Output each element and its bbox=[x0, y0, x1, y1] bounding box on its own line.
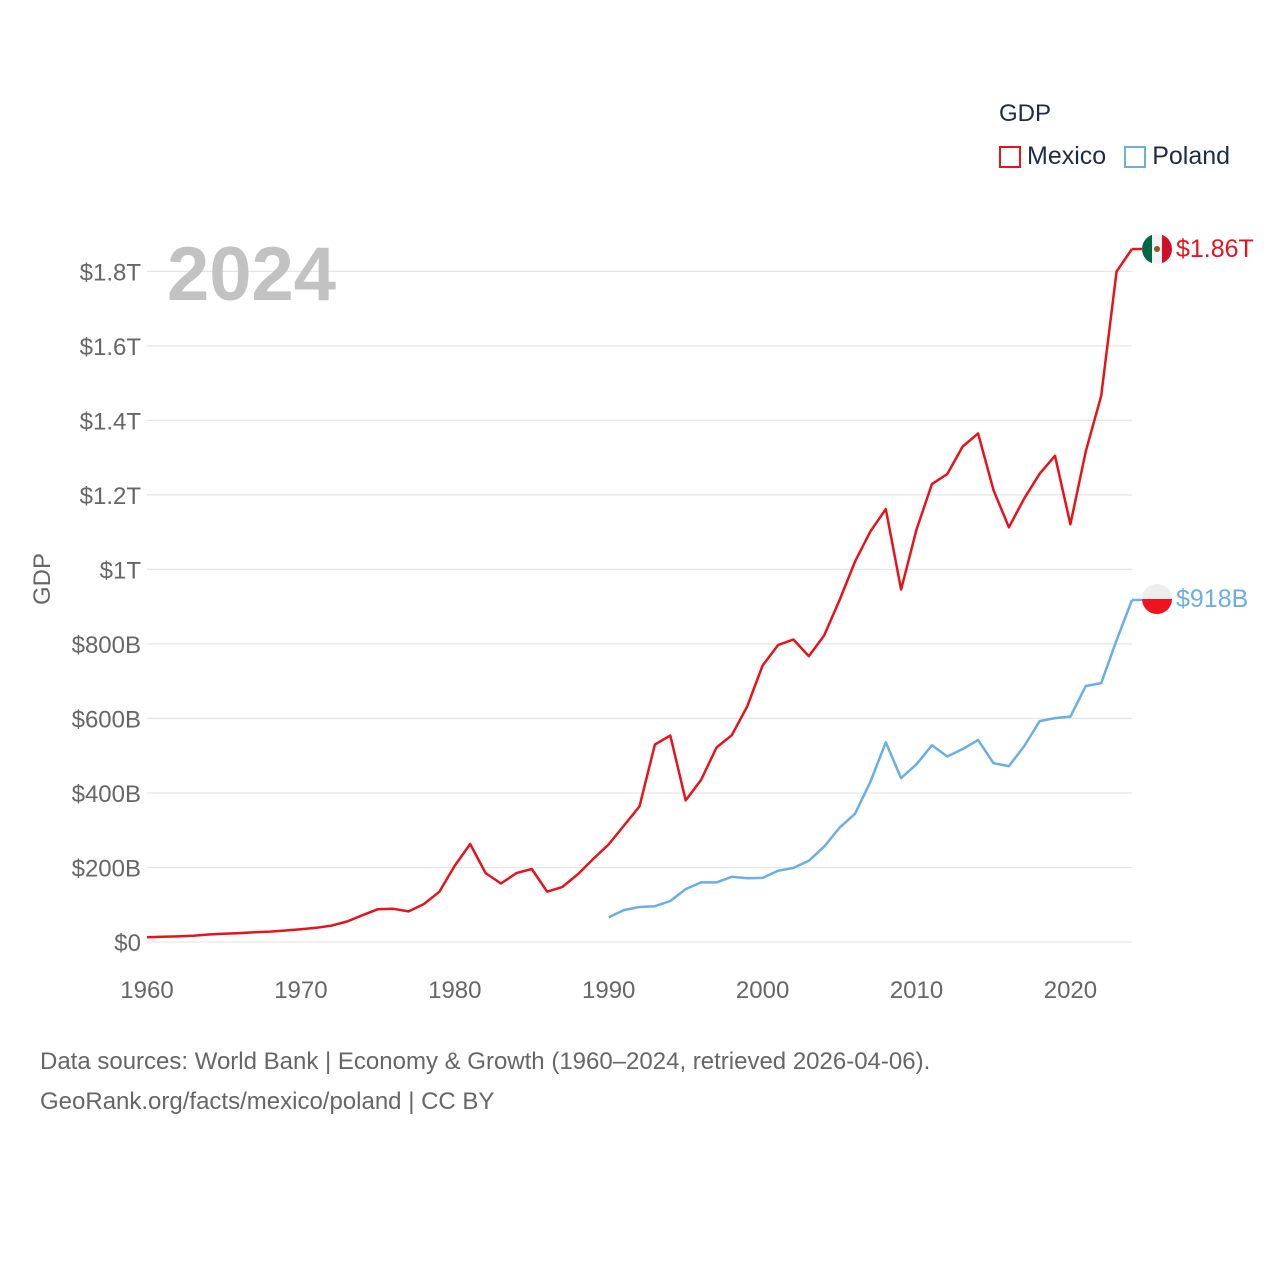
y-tick-label-1: $200B bbox=[72, 855, 141, 882]
y-tick-label-6: $1.2T bbox=[80, 483, 142, 510]
legend-item-poland[interactable]: Poland bbox=[1124, 142, 1230, 171]
x-tick-label-1970: 1970 bbox=[274, 977, 327, 1004]
x-tick-label-2010: 2010 bbox=[890, 977, 943, 1004]
legend-swatch-poland bbox=[1124, 145, 1147, 168]
legend: Mexico Poland bbox=[999, 142, 1248, 171]
x-tick-label-2020: 2020 bbox=[1044, 977, 1097, 1004]
y-axis-ticks: $0 $200B $400B $600B $800B $1T $1.2T $1.4T $1.6T… bbox=[72, 259, 142, 957]
y-tick-label-2: $400B bbox=[72, 781, 141, 808]
legend-item-mexico[interactable]: Mexico bbox=[999, 142, 1106, 171]
legend-label-poland: Poland bbox=[1152, 142, 1231, 170]
x-tick-label-1980: 1980 bbox=[428, 977, 481, 1004]
x-tick-label-1990: 1990 bbox=[582, 977, 635, 1004]
year-watermark: 2024 bbox=[167, 232, 336, 317]
footer-link[interactable]: GeoRank.org/facts/mexico/poland | CC BY bbox=[40, 1088, 495, 1115]
x-tick-label-2000: 2000 bbox=[736, 977, 789, 1004]
series-lines bbox=[146, 247, 1142, 939]
legend-label-mexico: Mexico bbox=[1027, 142, 1107, 170]
grid-lines bbox=[147, 270, 1132, 943]
y-tick-label-3: $600B bbox=[72, 706, 141, 733]
x-axis-ticks: 1960 1970 1980 1990 2000 2010 2020 bbox=[120, 977, 1097, 1004]
y-tick-label-9: $1.8T bbox=[80, 259, 142, 286]
footer-sources: Data sources: World Bank | Economy & Gro… bbox=[40, 1048, 931, 1075]
y-tick-label-5: $1T bbox=[100, 557, 142, 584]
y-tick-label-0: $0 bbox=[114, 930, 141, 957]
series-line-poland bbox=[608, 599, 1134, 919]
footer: Data sources: World Bank | Economy & Gro… bbox=[40, 1042, 930, 1122]
poland-end-label: $918B bbox=[1176, 585, 1248, 613]
y-tick-label-4: $800B bbox=[72, 632, 141, 659]
legend-swatch-mexico bbox=[999, 145, 1021, 168]
legend-title: GDP bbox=[999, 100, 1052, 127]
mexico-end-label: $1.86T bbox=[1176, 235, 1254, 263]
y-tick-label-7: $1.4T bbox=[80, 408, 142, 435]
series-line-mexico bbox=[146, 248, 1134, 939]
y-tick-label-8: $1.6T bbox=[80, 334, 142, 361]
x-tick-label-1960: 1960 bbox=[120, 977, 173, 1004]
poland-flag-icon bbox=[1142, 584, 1172, 614]
y-axis-label: GDP bbox=[29, 553, 56, 605]
mexico-flag-icon bbox=[1142, 234, 1172, 264]
